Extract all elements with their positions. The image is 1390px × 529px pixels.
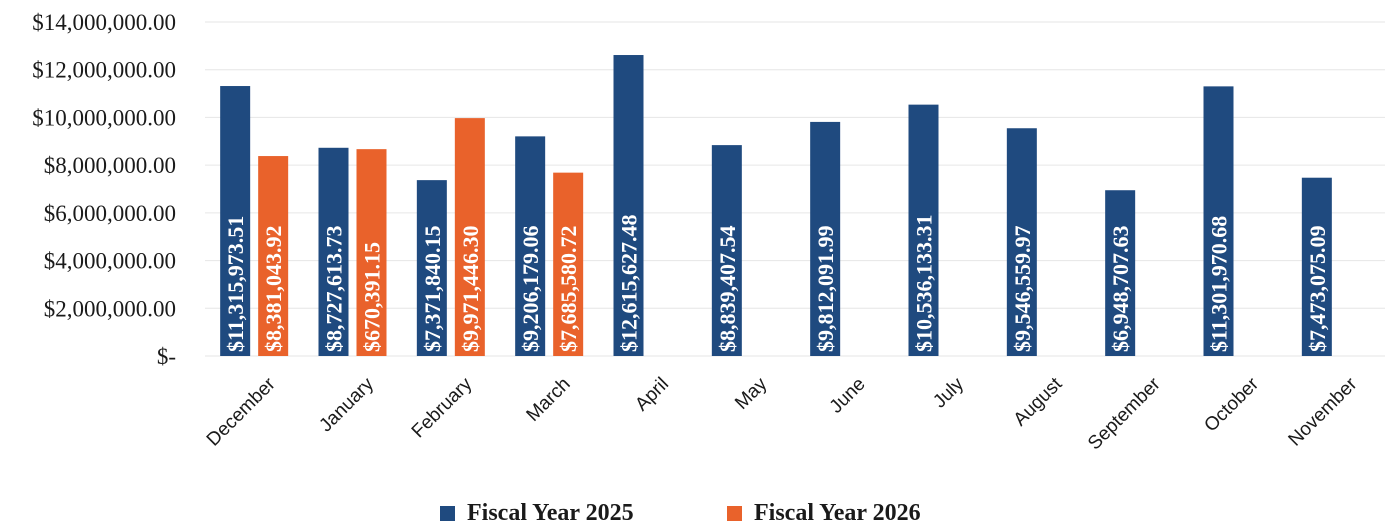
legend-item-fy2026: Fiscal Year 2026 (727, 500, 921, 527)
bar (1301, 177, 1332, 356)
data-label: $7,685,580.72 (556, 226, 581, 353)
bar (454, 118, 485, 357)
x-tick-label: January (315, 373, 378, 436)
data-label: $6,948,707.63 (1108, 226, 1133, 353)
y-tick-label: $14,000,000.00 (32, 10, 176, 35)
x-tick-label: August (1010, 373, 1067, 430)
x-tick-label: April (631, 374, 673, 416)
y-tick-label: $4,000,000.00 (44, 249, 176, 274)
x-tick-label: October (1200, 373, 1263, 436)
bar (553, 172, 584, 356)
data-labels: $11,315,973.51 $8,381,043.92 $8,727,613.73… (223, 215, 1330, 353)
bar (416, 180, 447, 356)
y-tick-label: $12,000,000.00 (32, 58, 176, 83)
legend-item-fy2025: Fiscal Year 2025 (440, 500, 634, 527)
bar (1006, 128, 1037, 356)
bar (318, 147, 349, 356)
bar (356, 149, 387, 356)
data-label: $8,381,043.92 (261, 226, 286, 353)
bar (258, 156, 289, 356)
legend-label-fy2025: Fiscal Year 2025 (467, 500, 634, 526)
data-label: $7,371,840.15 (420, 225, 445, 352)
legend-swatch-fy2026 (727, 506, 742, 521)
x-tick-label: May (731, 373, 772, 414)
legend-swatch-fy2025 (440, 506, 455, 521)
bar (515, 136, 546, 356)
data-label: $670,391.15 (360, 242, 385, 352)
data-label: $11,301,970.68 (1207, 216, 1232, 352)
bars (220, 55, 1332, 357)
bar (220, 86, 251, 356)
data-label: $9,546,559.97 (1010, 226, 1035, 353)
x-tick-label: March (523, 374, 575, 426)
y-tick-label: $6,000,000.00 (44, 201, 176, 226)
bar (613, 55, 644, 357)
data-label: $12,615,627.48 (617, 215, 642, 353)
x-tick-label: July (929, 373, 968, 412)
gridlines (205, 21, 1385, 357)
data-label: $7,473,075.09 (1305, 226, 1330, 353)
x-axis-ticks: December January February March April May June… (203, 373, 1362, 454)
bar (908, 104, 939, 356)
y-axis-ticks: $- $2,000,000.00 $4,000,000.00 $6,000,000.0… (32, 10, 176, 369)
data-label: $9,971,446.30 (458, 225, 483, 352)
legend-label-fy2026: Fiscal Year 2026 (754, 500, 921, 526)
data-label: $9,206,179.06 (518, 226, 543, 353)
legend: Fiscal Year 2025 Fiscal Year 2026 (0, 500, 1390, 529)
y-tick-label: $- (157, 344, 176, 369)
data-label: $10,536,133.31 (912, 215, 937, 353)
bar-chart: $- $2,000,000.00 $4,000,000.00 $6,000,000.0… (32, 10, 1385, 454)
x-tick-label: December (203, 373, 280, 450)
bar (810, 121, 841, 356)
x-tick-label: September (1084, 373, 1165, 454)
bar (711, 145, 742, 356)
bar (1105, 190, 1136, 356)
data-label: $9,812,091.99 (813, 226, 838, 353)
y-tick-label: $2,000,000.00 (44, 296, 176, 321)
y-tick-label: $10,000,000.00 (32, 105, 176, 130)
data-label: $8,727,613.73 (322, 226, 347, 353)
data-label: $11,315,973.51 (223, 216, 248, 352)
y-tick-label: $8,000,000.00 (44, 153, 176, 178)
x-tick-label: November (1285, 373, 1362, 450)
data-label: $8,839,407.54 (715, 226, 740, 353)
x-tick-label: February (408, 373, 477, 442)
x-tick-label: June (826, 374, 870, 418)
bar (1203, 86, 1234, 356)
